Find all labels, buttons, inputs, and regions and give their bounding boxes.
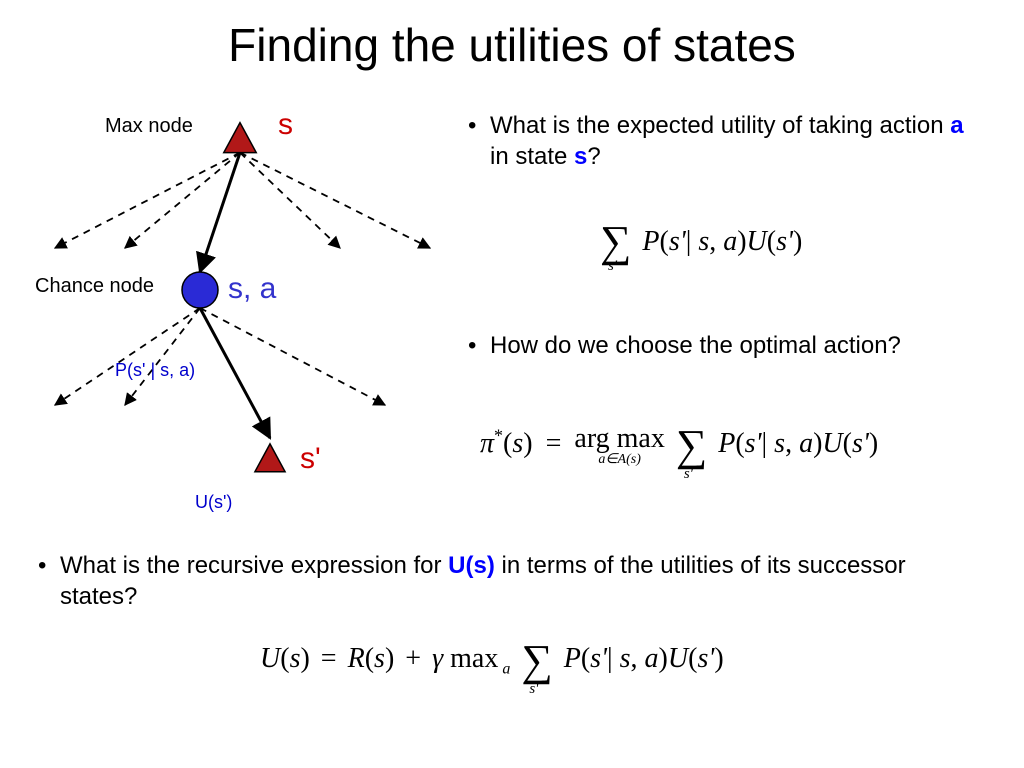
bullet-expected-utility: • What is the expected utility of taking…	[490, 110, 970, 172]
chance-node-label: Chance node	[35, 275, 154, 298]
bullet2-text: How do we choose the optimal action?	[490, 332, 901, 359]
bullet1-text-mid: in state	[490, 143, 574, 170]
bullet3-text-pre: What is the recursive expression for	[60, 552, 448, 579]
expectimax-tree-diagram	[0, 0, 470, 540]
s-label: s	[278, 108, 293, 142]
us-label: U(s')	[195, 492, 232, 513]
formula-expected-utility: ∑ s' P(s'| s, a)U(s')	[600, 210, 802, 261]
formula-bellman: U(s) = R(s) + γ max a ∑ s' P(s'| s, a)U(…	[260, 635, 724, 686]
slide: Finding the utilities of states Max node…	[0, 0, 1024, 768]
bullet1-text-pre: What is the expected utility of taking a…	[490, 112, 950, 139]
sprime-label: s'	[300, 442, 321, 476]
bullet-recursive: • What is the recursive expression for U…	[60, 550, 980, 612]
bullet1-text-post: ?	[587, 143, 600, 170]
bullet-optimal-action: • How do we choose the optimal action?	[490, 330, 970, 361]
sa-label: s, a	[228, 272, 276, 306]
max-node-label: Max node	[105, 115, 193, 138]
bullet3-us: U(s)	[448, 552, 495, 579]
bullet1-a: a	[950, 112, 963, 139]
bullet1-s: s	[574, 143, 587, 170]
prob-label: P(s' | s, a)	[115, 360, 195, 381]
formula-optimal-policy: π*(s) = arg max a∈A(s) ∑ s' P(s'| s, a)U…	[480, 420, 878, 471]
